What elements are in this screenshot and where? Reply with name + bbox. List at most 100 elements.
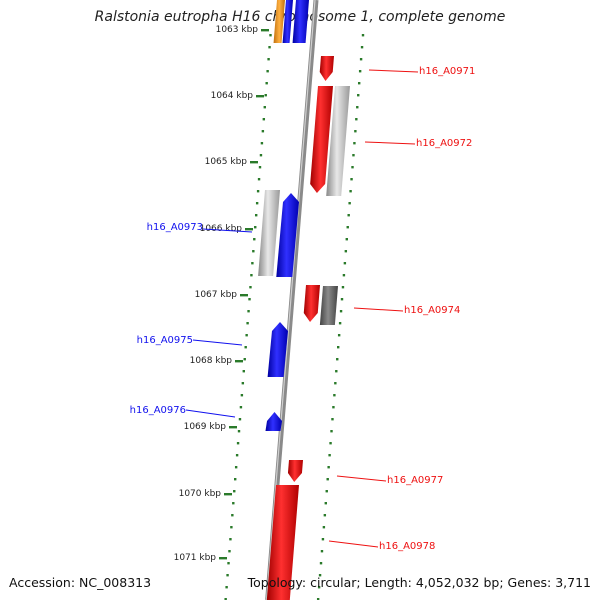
kbp-tick-mark [261,29,269,32]
track-dot [259,154,263,157]
track-dot [353,142,356,145]
gene-feature[interactable] [310,86,333,193]
track-dot [349,190,352,193]
kbp-tick-mark [229,426,237,429]
track-dot [262,118,266,121]
track-dot [229,538,232,541]
track-dot [359,58,363,61]
track-dot [247,310,250,313]
gene-feature[interactable] [319,286,338,325]
kbp-tick-label: 1063 kbp [216,25,259,35]
gene-label[interactable]: h16_A0975 [137,335,193,346]
track-dot [263,106,266,109]
topology-text: Topology: circular; Length: 4,052,032 bp… [247,575,591,590]
kbp-tick-mark [219,557,227,560]
gene-feature[interactable] [265,412,282,431]
track-dot [321,538,325,541]
gene-label[interactable]: h16_A0976 [130,405,186,416]
track-dot [345,238,348,241]
gene-features [258,0,350,600]
track-dot [330,430,333,433]
track-dot [357,82,361,85]
track-dot [238,418,242,421]
gene-feature[interactable] [326,86,350,196]
track-dot [253,238,256,241]
gene-feature[interactable] [292,0,309,43]
gene-label-leader [202,228,253,233]
track-dot [265,82,268,85]
track-dot [338,322,342,325]
track-dot [242,370,245,373]
track-dot [241,382,245,385]
track-dot [261,130,265,133]
kbp-tick-label: 1066 kbp [200,224,243,234]
track-dot [256,190,260,193]
kbp-tick-mark [245,228,253,231]
gene-feature[interactable] [276,193,299,277]
gene-label-leader [353,307,404,312]
track-dot [317,586,321,589]
gene-feature[interactable] [258,190,280,276]
gene-feature[interactable] [319,56,334,81]
gene-label-leader [185,409,236,418]
track-dot [244,346,247,349]
kbp-tick-mark [240,294,248,297]
gene-label[interactable]: h16_A0973 [147,222,203,233]
track-dot [361,34,365,37]
track-dot [234,466,238,469]
track-dot [235,454,239,457]
track-dot [355,118,358,121]
track-dot [255,202,259,205]
track-dot [227,562,230,565]
track-dot [348,202,351,205]
gene-feature[interactable] [287,460,303,482]
gene-label-leader [368,69,419,73]
gene-feature[interactable] [267,322,288,377]
track-dot [251,262,254,265]
gene-feature[interactable] [273,0,285,43]
gene-label[interactable]: h16_A0972 [416,138,472,149]
track-dot [254,226,257,229]
track-dot [358,70,362,73]
gene-label[interactable]: h16_A0971 [419,66,475,77]
gene-label-leader [336,475,387,482]
gene-label[interactable]: h16_A0978 [379,541,435,552]
track-dot [336,358,339,361]
kbp-tick-label: 1064 kbp [211,91,254,101]
track-dot [324,502,327,505]
track-dot [237,430,241,433]
track-dot [332,406,335,409]
kbp-tick-mark [235,360,243,363]
kbp-tick-label: 1065 kbp [205,157,248,167]
track-dot [252,250,255,253]
track-dot [334,382,337,385]
tick-track-left [224,34,272,600]
track-dot [331,418,334,421]
track-dot [337,334,341,337]
track-dot [316,598,320,600]
track-dot [343,262,347,265]
track-dot [342,274,346,277]
gene-feature[interactable] [303,285,320,322]
gene-label[interactable]: h16_A0977 [387,475,443,486]
kbp-tick-label: 1068 kbp [190,356,233,366]
track-dot [341,286,345,289]
track-dot [232,502,235,505]
track-dot [254,214,258,217]
kbp-tick-mark [250,161,258,164]
track-dot [268,46,271,49]
track-dot [236,442,240,445]
gene-labels: h16_A0971 h16_A0972 h16_A0973 h16_A0974 h16_… [130,66,476,552]
accession-text: Accession: NC_008313 [9,575,152,590]
track-dot [230,526,233,529]
kbp-tick-label: 1071 kbp [174,553,217,563]
gene-feature[interactable] [282,0,293,43]
track-dot [269,34,272,37]
track-dot [245,334,248,337]
gene-feature[interactable] [266,485,299,600]
gene-label[interactable]: h16_A0974 [404,305,460,316]
track-dot [318,574,322,577]
track-dot [225,586,228,589]
track-dot [346,226,349,229]
